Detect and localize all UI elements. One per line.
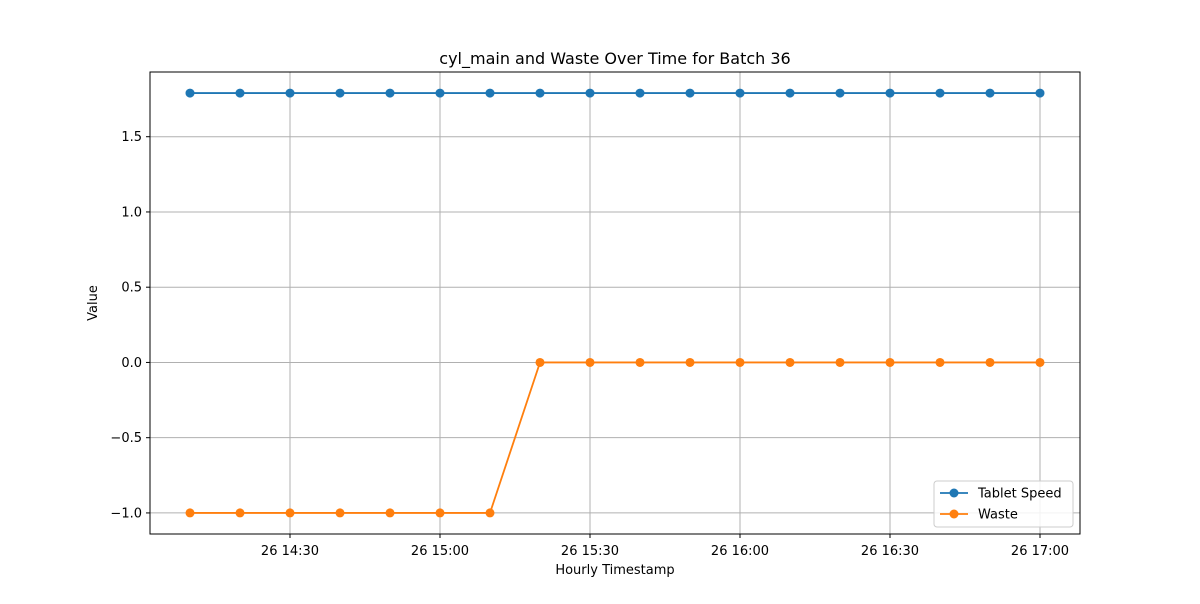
- series-waste: [185, 357, 1045, 518]
- data-point: [735, 357, 745, 367]
- x-tick-label: 26 15:30: [561, 544, 619, 559]
- data-point: [685, 88, 695, 98]
- x-axis-label: Hourly Timestamp: [555, 563, 674, 578]
- data-point: [535, 88, 545, 98]
- y-tick-label: 0.0: [121, 356, 142, 371]
- series-line: [190, 361, 1040, 514]
- data-point: [385, 88, 395, 98]
- data-point: [985, 88, 995, 98]
- chart-title: cyl_main and Waste Over Time for Batch 3…: [439, 49, 790, 69]
- data-point: [1035, 88, 1045, 98]
- x-tick-label: 26 16:00: [711, 544, 769, 559]
- x-tick-label: 26 17:00: [1011, 544, 1069, 559]
- data-point: [1035, 357, 1045, 367]
- data-point: [435, 88, 445, 98]
- data-point: [285, 88, 295, 98]
- data-point: [335, 88, 345, 98]
- data-point: [785, 88, 795, 98]
- data-point: [635, 88, 645, 98]
- data-point: [285, 508, 295, 518]
- legend-label: Tablet Speed: [977, 487, 1062, 502]
- data-point: [935, 357, 945, 367]
- data-point: [535, 357, 545, 367]
- grid-lines: [150, 72, 1080, 534]
- data-point: [235, 508, 245, 518]
- y-tick-label: 0.5: [121, 281, 142, 296]
- y-tick-label: 1.0: [121, 205, 142, 220]
- axis-ticks: 26 14:30 26 15:00 26 15:30 26 16:00 26 16:30…: [110, 130, 1069, 559]
- legend-marker: [949, 509, 959, 519]
- y-tick-label: 1.5: [121, 130, 142, 145]
- series-layer: [185, 88, 1045, 518]
- data-point: [485, 508, 495, 518]
- data-point: [185, 508, 195, 518]
- data-point: [985, 357, 995, 367]
- data-point: [635, 357, 645, 367]
- data-point: [235, 88, 245, 98]
- data-point: [435, 508, 445, 518]
- data-point: [185, 88, 195, 98]
- data-point: [885, 88, 895, 98]
- legend: Tablet Speed Waste: [933, 480, 1074, 528]
- y-axis-label: Value: [86, 285, 101, 321]
- data-point: [585, 88, 595, 98]
- legend-label: Waste: [978, 508, 1018, 523]
- plot-area-frame: [149, 71, 1081, 535]
- data-point: [735, 88, 745, 98]
- data-point: [385, 508, 395, 518]
- data-point: [335, 508, 345, 518]
- data-point: [885, 357, 895, 367]
- data-point: [835, 88, 845, 98]
- data-point: [485, 88, 495, 98]
- data-point: [835, 357, 845, 367]
- data-point: [935, 88, 945, 98]
- legend-item: Waste: [940, 508, 1018, 523]
- data-point: [585, 357, 595, 367]
- series-tablet-speed: [185, 88, 1045, 98]
- legend-item: Tablet Speed: [940, 487, 1062, 502]
- legend-marker: [949, 488, 959, 498]
- x-tick-label: 26 15:00: [411, 544, 469, 559]
- data-point: [685, 357, 695, 367]
- legend-box: [933, 480, 1074, 528]
- x-tick-label: 26 14:30: [261, 544, 319, 559]
- y-tick-label: −1.0: [110, 506, 142, 521]
- x-tick-label: 26 16:30: [861, 544, 919, 559]
- y-tick-label: −0.5: [110, 431, 142, 446]
- data-point: [785, 357, 795, 367]
